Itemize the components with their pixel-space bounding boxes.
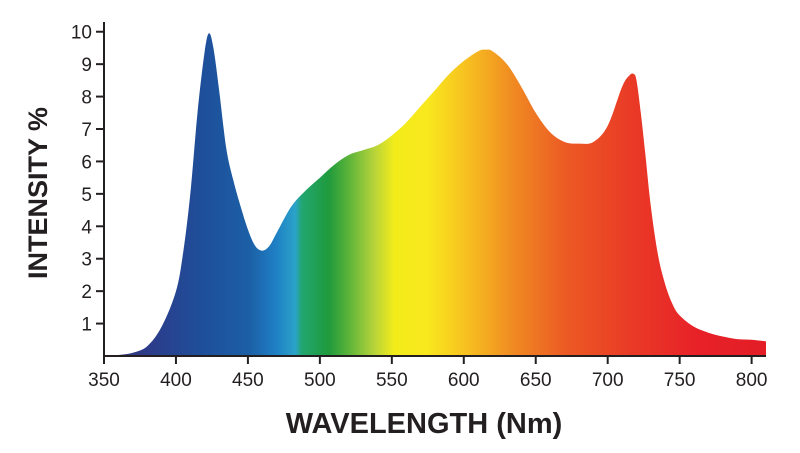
x-tick-label: 650 bbox=[520, 370, 552, 391]
x-tick-label: 500 bbox=[304, 370, 336, 391]
y-tick-label: 2 bbox=[81, 282, 92, 303]
x-tick-label: 600 bbox=[448, 370, 480, 391]
x-axis-title: WAVELENGTH (Nm) bbox=[286, 408, 563, 440]
y-tick-label: 9 bbox=[81, 55, 92, 76]
x-tick-label: 550 bbox=[376, 370, 408, 391]
y-tick-label: 5 bbox=[81, 185, 92, 206]
x-tick-label: 700 bbox=[592, 370, 624, 391]
y-tick-label: 6 bbox=[81, 152, 92, 173]
x-tick-label: 750 bbox=[664, 370, 696, 391]
axes bbox=[103, 22, 766, 357]
spectrum-area bbox=[104, 33, 766, 356]
x-tick-label: 450 bbox=[232, 370, 264, 391]
y-tick-label: 4 bbox=[81, 217, 92, 238]
x-tick-label: 400 bbox=[160, 370, 192, 391]
y-axis-title: INTENSITY % bbox=[23, 107, 53, 279]
x-tick-label: 350 bbox=[88, 370, 120, 391]
x-tick-label: 800 bbox=[736, 370, 768, 391]
y-tick-label: 1 bbox=[81, 315, 92, 336]
y-tick-label: 8 bbox=[81, 88, 92, 109]
y-tick-label: 10 bbox=[71, 23, 92, 44]
x-ticks: 350 400 450 500 550 600 650 700 750 800 bbox=[88, 356, 767, 391]
y-tick-label: 7 bbox=[81, 120, 92, 141]
y-tick-label: 3 bbox=[81, 250, 92, 271]
y-ticks: 1 2 3 4 5 6 7 8 9 10 bbox=[71, 23, 104, 336]
